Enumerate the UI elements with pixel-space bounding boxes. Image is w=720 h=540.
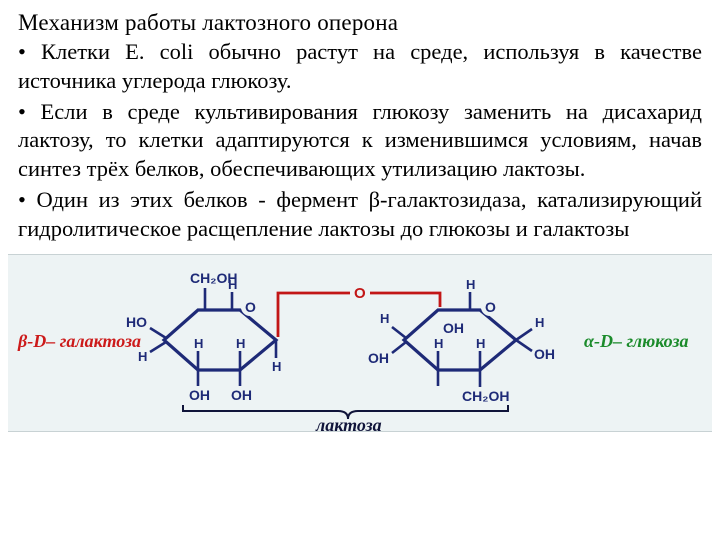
svg-text:H: H [380, 311, 389, 326]
svg-text:H: H [476, 336, 485, 351]
svg-text:OH: OH [443, 320, 464, 336]
slide-title: Механизм работы лактозного оперона [18, 10, 702, 36]
svg-text:CH₂OH: CH₂OH [462, 388, 509, 404]
beta-galactose-label: β-D– галактоза [17, 331, 141, 351]
svg-text:H: H [466, 277, 475, 292]
svg-text:H: H [535, 315, 544, 330]
svg-text:H: H [272, 359, 281, 374]
glucose-ring: H OH O H H OH CH₂OH H H OH [368, 277, 555, 404]
bridge-oxygen: O [354, 285, 366, 302]
alpha-glucose-label: α-D– глюкоза [584, 331, 688, 351]
svg-text:H: H [434, 336, 443, 351]
bullet-3: • Один из этих белков - фермент β-галакт… [18, 186, 702, 244]
lactose-brace: лактоза [183, 405, 508, 431]
bullet-1: • Клетки E. coli обычно растут на среде,… [18, 38, 702, 96]
svg-text:H: H [138, 349, 147, 364]
svg-text:OH: OH [368, 350, 389, 366]
lactose-structure-diagram: β-D– галактоза α-D– глюкоза CH₂OH O H HO… [8, 254, 712, 432]
svg-text:OH: OH [231, 387, 252, 403]
structure-svg: β-D– галактоза α-D– глюкоза CH₂OH O H HO… [8, 255, 712, 431]
svg-text:H: H [194, 336, 203, 351]
svg-text:H: H [228, 277, 237, 292]
svg-text:O: O [245, 299, 256, 315]
svg-text:OH: OH [534, 346, 555, 362]
galactose-ring: CH₂OH O H HO H H OH H OH H [126, 270, 281, 403]
svg-text:HO: HO [126, 314, 147, 330]
svg-text:OH: OH [189, 387, 210, 403]
bullet-2: • Если в среде культивирования глюкозу з… [18, 98, 702, 184]
lactose-brace-label: лактоза [315, 415, 382, 431]
svg-text:H: H [236, 336, 245, 351]
svg-text:O: O [485, 299, 496, 315]
